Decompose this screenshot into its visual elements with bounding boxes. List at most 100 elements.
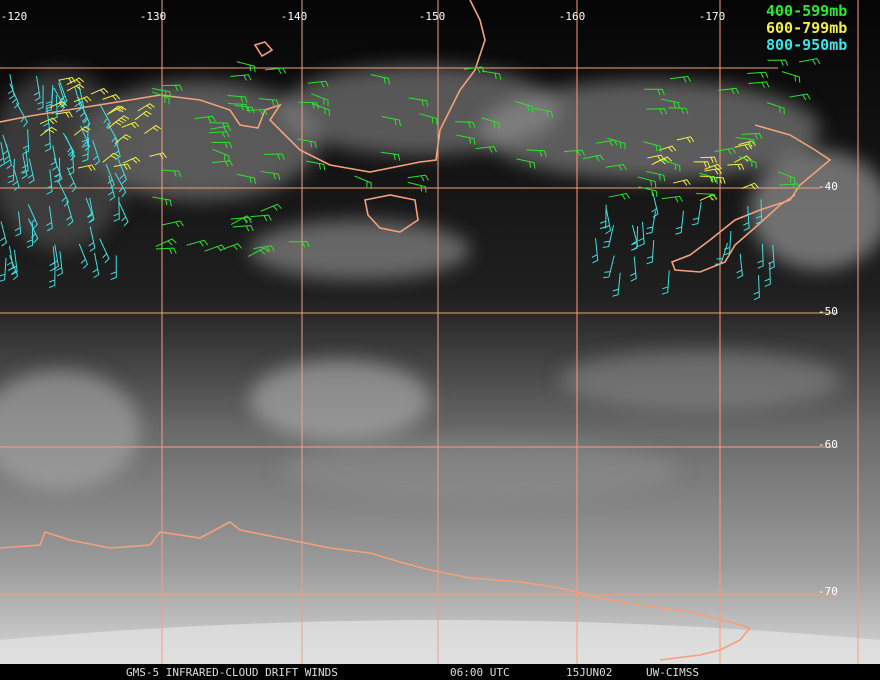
wind-barb — [107, 175, 116, 201]
wind-barb — [798, 58, 821, 65]
wind-barb — [37, 85, 44, 111]
wind-barb — [90, 87, 109, 95]
wind-barb — [644, 88, 665, 96]
wind-barb — [766, 102, 785, 115]
ice-shelf — [0, 620, 880, 664]
wind-barb — [297, 138, 317, 149]
wind-barb — [4, 143, 13, 170]
wind-barb — [714, 242, 729, 265]
wind-barb — [230, 74, 252, 81]
wind-barb — [660, 98, 680, 109]
wind-barb — [693, 161, 711, 168]
wind-barb — [741, 132, 763, 140]
wind-barb — [236, 61, 256, 73]
wind-barb — [380, 151, 401, 161]
wind-barb — [381, 116, 401, 127]
wind-barb — [85, 197, 95, 223]
wind-barb — [211, 141, 233, 149]
wind-barb — [777, 171, 796, 185]
wind-barb — [137, 103, 155, 112]
wind-barb — [220, 243, 243, 251]
wind-barb — [14, 211, 22, 237]
wind-barb — [66, 83, 85, 92]
wind-barb — [27, 218, 39, 244]
footer-source: UW-CIMSS — [646, 666, 699, 679]
wind-barb — [747, 71, 769, 79]
wind-barb — [56, 251, 63, 277]
wind-barb — [767, 59, 789, 66]
wind-barb — [602, 255, 615, 279]
wind-barb — [305, 160, 326, 171]
wind-barb — [258, 98, 279, 107]
wind-barb — [696, 193, 717, 201]
wind-barb — [646, 108, 668, 115]
latitude-label: -50 — [818, 305, 838, 318]
wind-barb — [39, 117, 58, 125]
wind-barb — [264, 153, 285, 160]
footer: GMS-5 INFRARED-CLOUD DRIFT WINDS 06:00 U… — [126, 666, 699, 679]
wind-barb — [40, 126, 57, 137]
longitude-label: -160 — [559, 10, 586, 23]
wind-barb — [741, 182, 759, 190]
wind-barb — [92, 140, 101, 166]
wind-barb — [236, 173, 256, 184]
wind-barb — [10, 249, 18, 275]
wind-barb — [248, 247, 270, 257]
wind-barb — [118, 201, 129, 227]
wind-barb — [312, 103, 330, 116]
wind-barb — [73, 126, 91, 136]
wind-barb — [454, 121, 476, 129]
wind-barb — [779, 183, 801, 190]
wind-barb — [78, 243, 89, 269]
wind-barb — [55, 111, 73, 118]
wind-barb — [608, 192, 631, 200]
wind-barb — [53, 87, 66, 113]
coastlines — [0, 0, 832, 661]
wind-barb — [121, 121, 140, 129]
wind-barb — [563, 149, 586, 157]
legend-entry: 600-799mb — [766, 19, 847, 37]
wind-barb — [162, 220, 184, 228]
wind-barb — [33, 75, 41, 102]
wind-barb — [475, 146, 497, 153]
wind-barb — [743, 206, 750, 231]
wind-barb — [230, 216, 252, 224]
wind-barb — [110, 255, 117, 281]
wind-barb — [102, 152, 120, 163]
wind-barb — [78, 164, 96, 172]
wind-barb — [631, 224, 639, 251]
wind-barb — [526, 149, 547, 157]
wind-barb — [149, 152, 167, 159]
wind-barb — [533, 107, 554, 118]
wind-barb — [102, 94, 121, 101]
wind-barb — [288, 241, 310, 248]
wind-barb — [246, 109, 268, 116]
wind-barb — [718, 87, 740, 95]
wind-barb — [407, 174, 429, 182]
wind-barb — [781, 71, 801, 83]
wind-barb — [591, 238, 599, 264]
wind-barb — [714, 147, 736, 155]
wind-barb — [227, 94, 248, 103]
footer-date: 15JUN02 — [566, 666, 612, 679]
wind-barb — [27, 158, 35, 184]
wind-barb — [727, 163, 745, 171]
wind-barb — [50, 145, 58, 171]
wind-barb — [81, 123, 89, 148]
wind-barb — [26, 223, 34, 249]
wind-barb — [676, 136, 695, 143]
wind-barb — [48, 263, 56, 288]
wind-barb — [738, 156, 757, 169]
wind-barb — [113, 197, 120, 222]
wind-barbs — [0, 58, 821, 301]
wind-barb — [419, 113, 438, 125]
footer-bar — [0, 664, 880, 680]
wind-barb — [0, 141, 6, 167]
wind-barb — [602, 225, 615, 248]
latitude-label: -60 — [818, 438, 838, 451]
wind-barb — [134, 110, 152, 121]
wind-barb — [7, 158, 15, 184]
wind-barb — [638, 186, 658, 198]
wind-barb — [661, 270, 670, 295]
